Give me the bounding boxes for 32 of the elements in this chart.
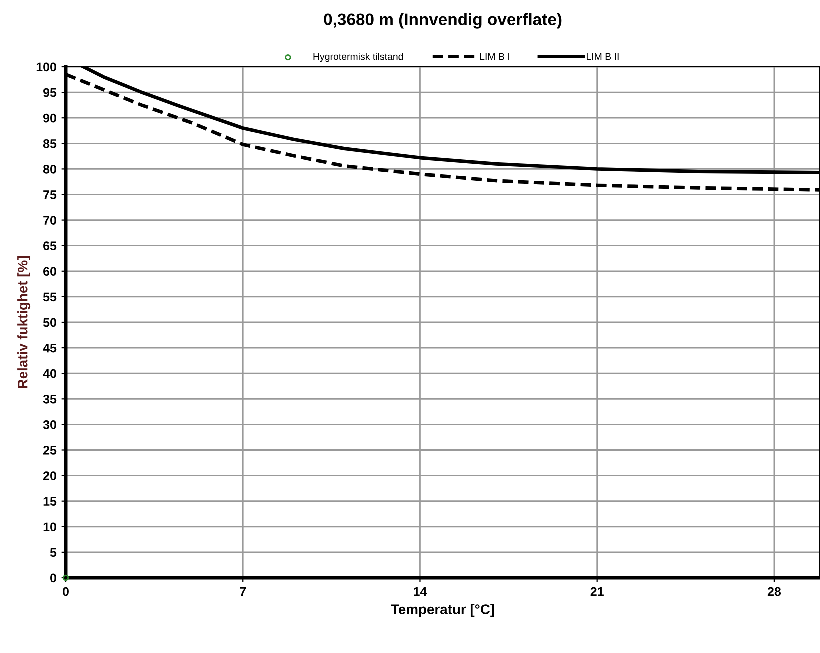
legend-label: Hygrotermisk tilstand: [314, 53, 404, 62]
y-tick-label: 80: [43, 165, 56, 174]
y-tick-label: 100: [36, 62, 56, 72]
y-tick-label: 55: [43, 292, 57, 302]
legend-label: LIM B I: [480, 53, 510, 60]
y-tick-label: 75: [44, 190, 57, 200]
legend-label: LIM B II: [586, 53, 619, 60]
x-tick-label: 28: [768, 587, 782, 596]
x-axis-title: Temperatur [°C]: [391, 604, 494, 618]
y-tick-label: 85: [43, 139, 57, 148]
x-tick-label: 14: [414, 587, 428, 596]
y-tick-label: 95: [44, 88, 57, 98]
y-tick-label: 20: [44, 472, 56, 480]
y-tick-label: 0: [50, 574, 56, 583]
y-tick-label: 25: [44, 446, 57, 455]
y-tick-label: 15: [44, 497, 57, 506]
x-tick-label: 7: [240, 587, 246, 596]
y-tick-label: 60: [44, 267, 56, 276]
y-tick-label: 5: [50, 548, 57, 558]
y-tick-label: 70: [44, 216, 56, 225]
x-tick-label: 21: [590, 587, 604, 596]
y-tick-label: 90: [44, 114, 56, 123]
y-tick-label: 10: [44, 522, 56, 532]
y-tick-label: 65: [44, 242, 57, 250]
x-tick-label: 0: [63, 587, 69, 596]
y-tick-label: 50: [43, 318, 56, 328]
y-axis-title: Relativ fuktighet [%]: [18, 256, 31, 388]
chart-title: 0,3680 m (Innvendig overflate): [324, 13, 562, 29]
y-tick-label: 40: [43, 369, 56, 378]
y-tick-label: 30: [43, 420, 56, 430]
y-tick-label: 45: [43, 344, 57, 353]
y-tick-label: 35: [43, 394, 57, 404]
